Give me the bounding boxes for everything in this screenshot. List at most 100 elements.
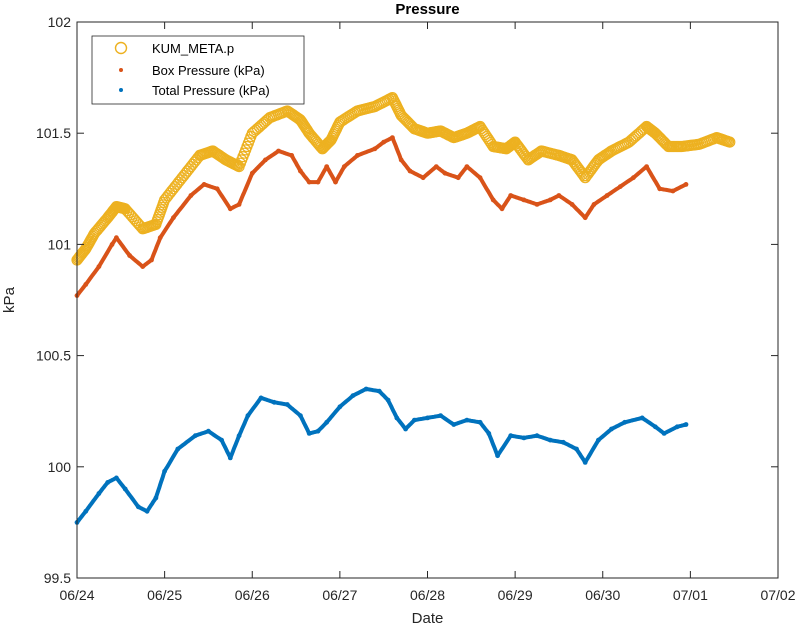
y-axis-label: kPa bbox=[1, 286, 18, 313]
data-point bbox=[464, 164, 470, 170]
data-point bbox=[245, 413, 251, 418]
data-point bbox=[114, 475, 119, 481]
data-point bbox=[451, 422, 457, 427]
data-point bbox=[105, 480, 111, 485]
data-point bbox=[306, 179, 312, 185]
data-point bbox=[495, 453, 500, 459]
data-point bbox=[337, 404, 343, 410]
data-point-kum-meta bbox=[506, 139, 518, 151]
data-point bbox=[324, 164, 330, 170]
data-point bbox=[175, 446, 181, 452]
y-tick-label: 101.5 bbox=[36, 125, 71, 141]
data-point bbox=[298, 413, 303, 418]
data-point bbox=[341, 164, 347, 170]
ticks-layer: 06/24 06/25 06/26 06/27 06/28 06/29 06/30 07/01… bbox=[36, 14, 796, 603]
data-point bbox=[83, 508, 89, 514]
data-point bbox=[306, 431, 312, 436]
data-point bbox=[219, 437, 225, 443]
data-point bbox=[508, 193, 514, 198]
data-point bbox=[644, 164, 649, 170]
data-point bbox=[683, 182, 689, 187]
data-point bbox=[433, 164, 439, 170]
data-point bbox=[547, 437, 553, 443]
y-tick-label: 100.5 bbox=[36, 348, 71, 364]
data-point bbox=[201, 182, 207, 187]
data-point bbox=[674, 424, 680, 430]
data-point bbox=[157, 235, 163, 241]
data-point bbox=[315, 179, 321, 185]
data-point bbox=[499, 206, 505, 212]
y-tick-label: 100 bbox=[48, 459, 72, 475]
data-point bbox=[96, 264, 102, 269]
data-point bbox=[477, 175, 483, 181]
data-point bbox=[670, 188, 676, 194]
data-point bbox=[622, 419, 628, 425]
data-point bbox=[284, 402, 290, 407]
data-point bbox=[442, 170, 448, 176]
data-point bbox=[394, 415, 400, 421]
data-point bbox=[227, 455, 233, 461]
data-point bbox=[188, 193, 194, 198]
data-point bbox=[122, 486, 128, 492]
legend-marker-total-pressure bbox=[119, 88, 123, 92]
x-tick-label: 06/28 bbox=[410, 587, 445, 603]
data-point bbox=[376, 388, 382, 394]
data-point bbox=[236, 202, 242, 207]
y-tick-label: 101 bbox=[48, 236, 72, 252]
data-point bbox=[192, 433, 198, 439]
data-point bbox=[298, 168, 303, 174]
data-point bbox=[403, 426, 408, 432]
data-point bbox=[109, 242, 115, 247]
data-point bbox=[407, 168, 413, 174]
x-tick-label: 06/27 bbox=[322, 587, 357, 603]
x-tick-label: 06/26 bbox=[235, 587, 270, 603]
data-point bbox=[355, 153, 360, 158]
data-point bbox=[276, 148, 281, 154]
data-point bbox=[372, 146, 378, 152]
data-point bbox=[683, 422, 689, 427]
data-point bbox=[214, 186, 220, 192]
legend: KUM_META.p Box Pressure (kPa) Total Pres… bbox=[91, 35, 305, 105]
legend-box bbox=[91, 35, 305, 105]
data-point bbox=[582, 215, 588, 221]
data-point bbox=[639, 415, 645, 421]
data-point bbox=[591, 202, 597, 207]
data-point bbox=[574, 446, 579, 452]
x-axis-label: Date bbox=[412, 610, 444, 627]
x-tick-label: 07/02 bbox=[760, 587, 795, 603]
data-point bbox=[547, 197, 553, 203]
data-point bbox=[162, 468, 168, 474]
data-point bbox=[385, 397, 391, 403]
data-point bbox=[206, 428, 211, 434]
legend-label-total-pressure: Total Pressure (kPa) bbox=[152, 83, 270, 98]
data-point bbox=[661, 431, 667, 436]
data-point bbox=[144, 508, 150, 514]
data-point bbox=[438, 413, 443, 418]
data-point bbox=[556, 193, 562, 198]
data-point bbox=[263, 157, 268, 163]
x-tick-label: 06/25 bbox=[147, 587, 182, 603]
data-point bbox=[596, 437, 601, 443]
data-point bbox=[381, 139, 387, 145]
y-tick-label: 99.5 bbox=[44, 570, 71, 586]
legend-label-kum-meta: KUM_META.p bbox=[152, 41, 234, 56]
data-point bbox=[271, 399, 277, 405]
data-point bbox=[582, 460, 588, 465]
data-point bbox=[135, 504, 141, 510]
data-point bbox=[398, 157, 404, 163]
data-point bbox=[363, 386, 369, 392]
legend-marker-kum-meta bbox=[114, 41, 128, 55]
data-point bbox=[609, 426, 614, 432]
data-point bbox=[425, 415, 430, 421]
data-point bbox=[114, 235, 119, 241]
chart-title: Pressure bbox=[395, 1, 459, 18]
data-point bbox=[534, 202, 540, 207]
data-point bbox=[289, 153, 295, 158]
data-point bbox=[140, 264, 146, 269]
legend-marker-box-pressure bbox=[119, 68, 123, 72]
data-point bbox=[315, 428, 321, 434]
data-point bbox=[604, 193, 610, 198]
data-point bbox=[617, 184, 623, 190]
data-point bbox=[521, 435, 527, 441]
